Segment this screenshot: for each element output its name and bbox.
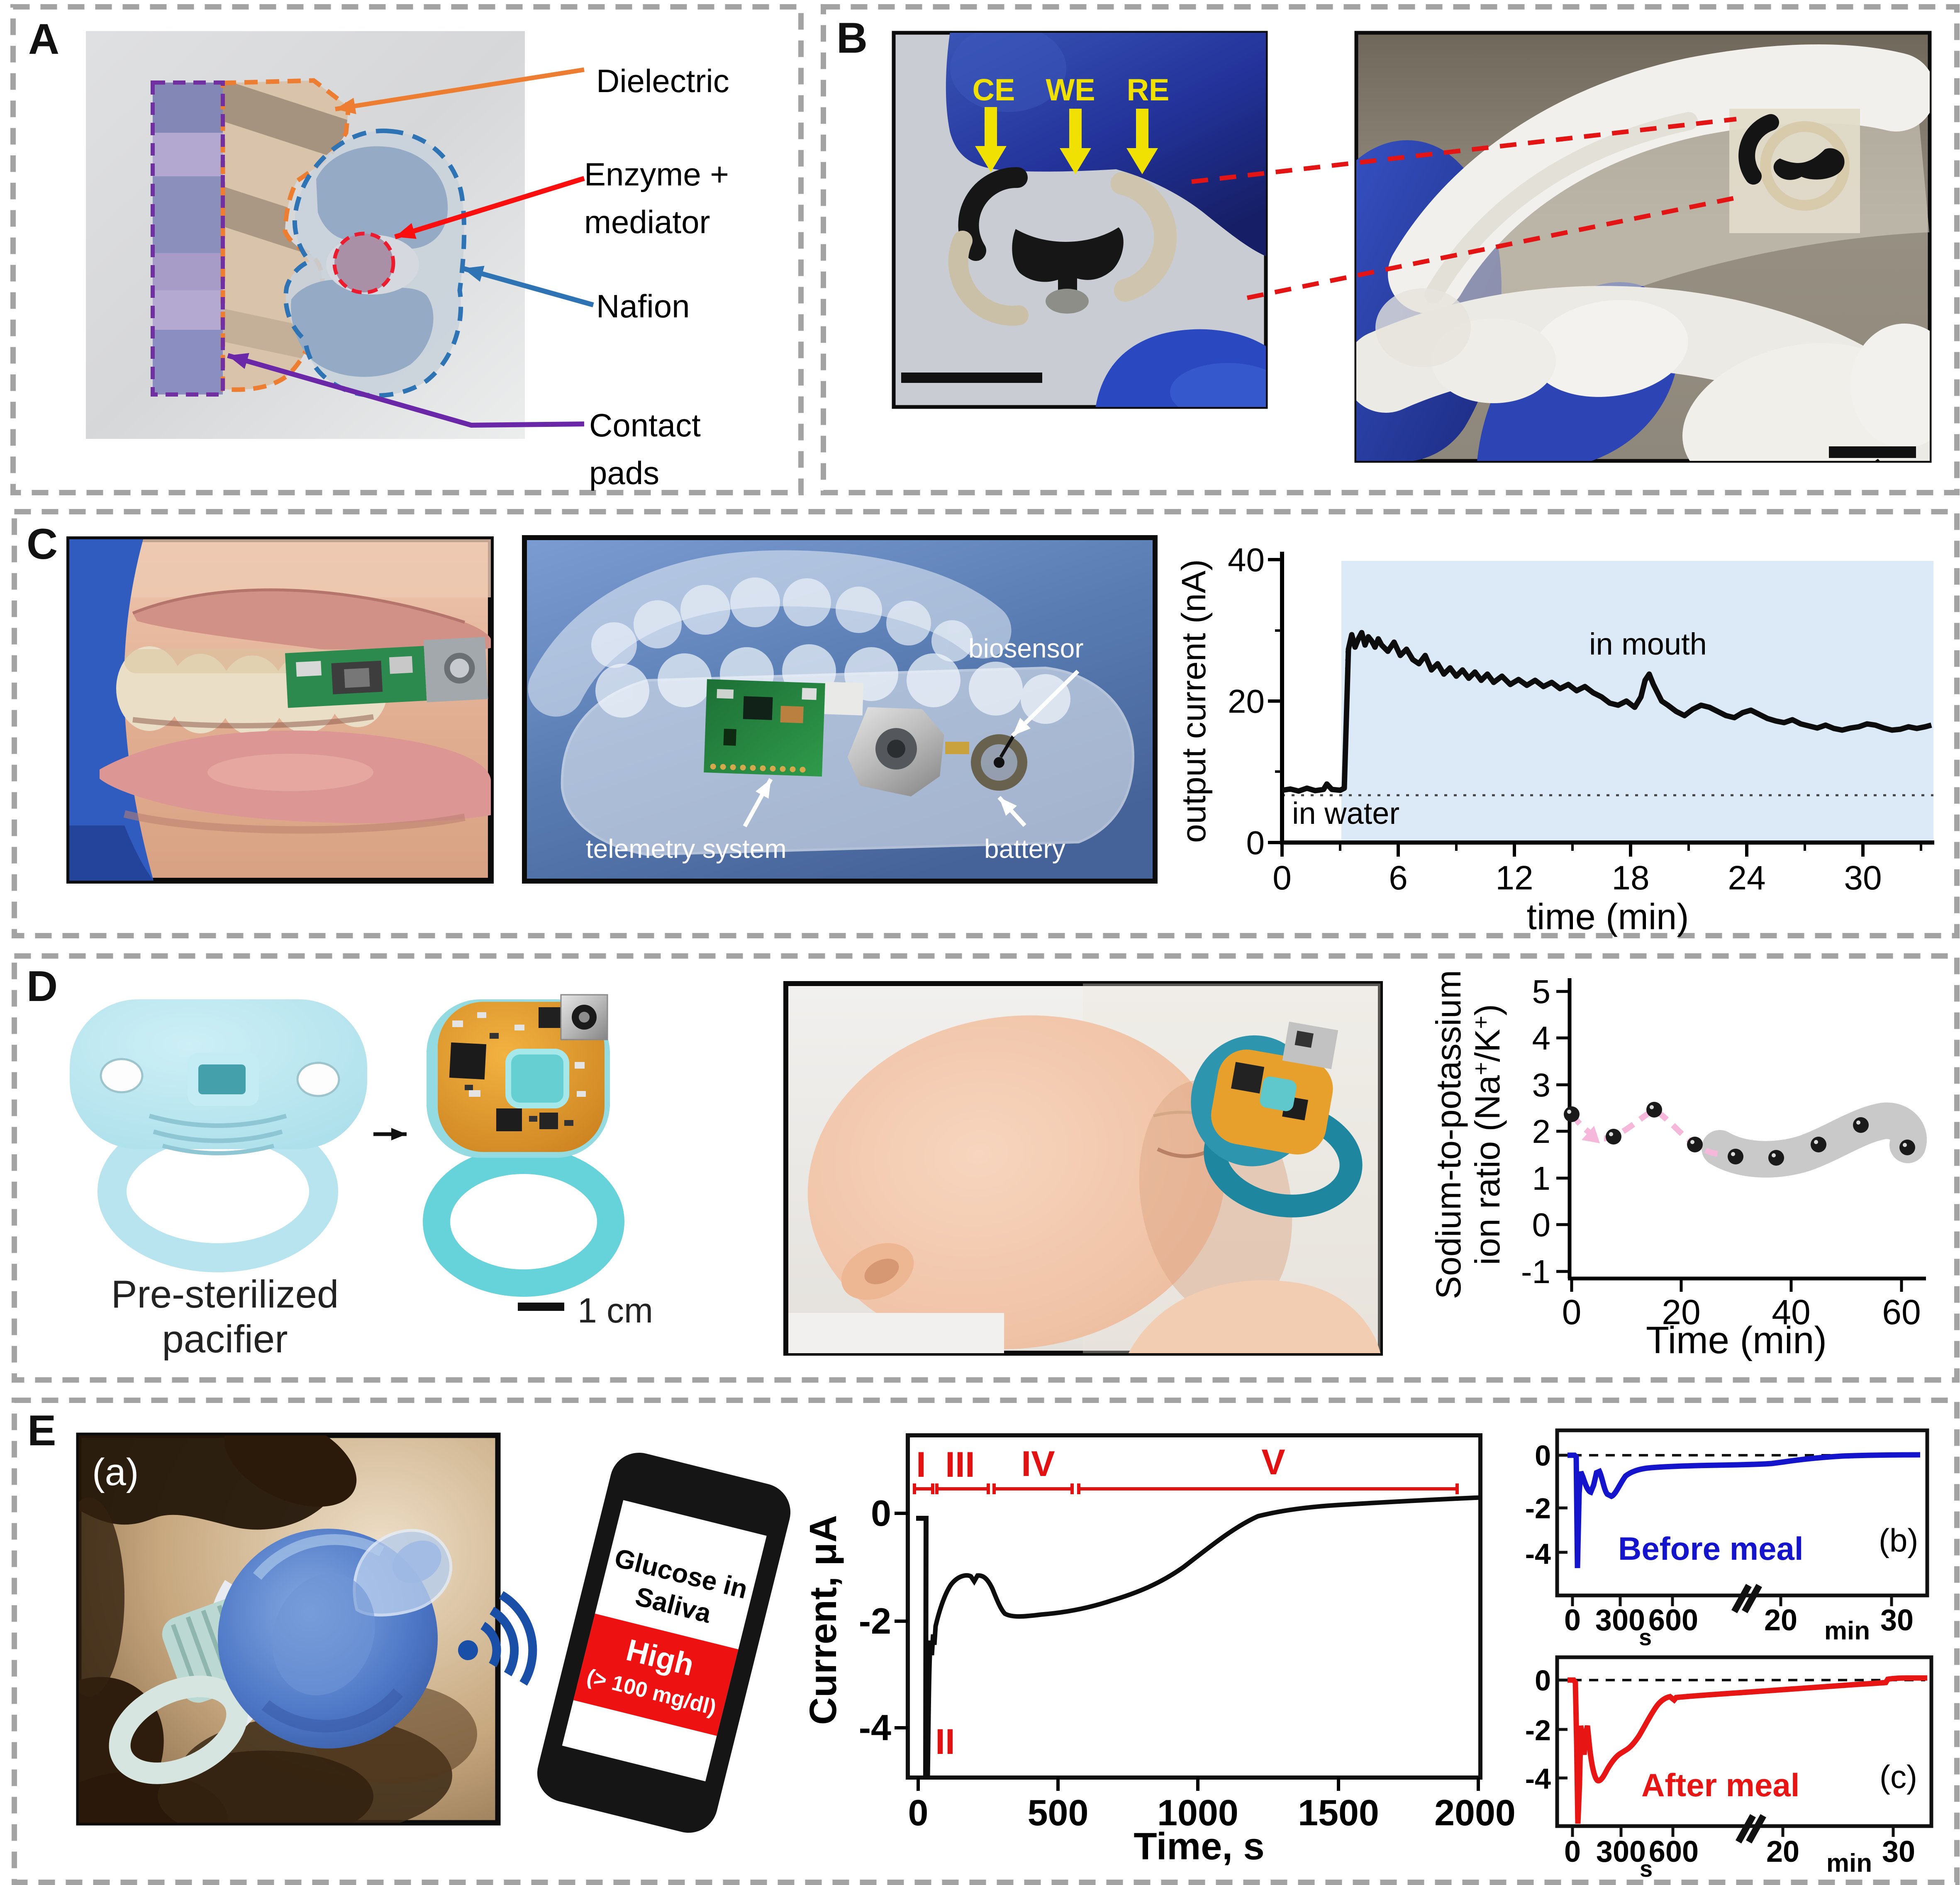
svg-text:600: 600 [1649,1835,1699,1868]
svg-text:in mouth: in mouth [1589,627,1707,661]
svg-text:CE: CE [973,73,1015,107]
svg-text:0: 0 [908,1792,929,1833]
svg-text:-2: -2 [859,1600,891,1641]
svg-text:0: 0 [1535,1664,1551,1697]
svg-text:pads: pads [589,455,659,491]
svg-text:RE: RE [1127,73,1170,107]
svg-text:5: 5 [1532,973,1551,1010]
svg-text:Enzyme +: Enzyme + [584,156,729,192]
svg-text:0: 0 [1273,859,1292,897]
svg-text:min: min [1824,1617,1870,1645]
svg-text:in water: in water [1292,796,1399,830]
svg-text:Time (min): Time (min) [1646,1319,1827,1361]
svg-text:40: 40 [1772,1293,1810,1332]
svg-text:III: III [945,1445,975,1485]
svg-text:1000: 1000 [1157,1792,1238,1833]
svg-text:A: A [28,15,59,63]
svg-text:30: 30 [1882,1835,1915,1868]
svg-text:(c): (c) [1880,1758,1917,1795]
svg-text:pacifier: pacifier [162,1317,288,1361]
svg-text:ion ratio (Na+/K+): ion ratio (Na+/K+) [1468,1004,1507,1265]
svg-text:time (min): time (min) [1526,896,1689,937]
svg-text:300: 300 [1596,1835,1646,1868]
svg-text:Before meal: Before meal [1618,1530,1804,1567]
svg-text:output current (nA): output current (nA) [1175,559,1213,843]
svg-text:-2: -2 [1525,1714,1551,1746]
svg-text:(b): (b) [1879,1522,1918,1559]
svg-text:40: 40 [1228,541,1265,578]
svg-text:After meal: After meal [1641,1767,1799,1803]
svg-text:Pre-sterilized: Pre-sterilized [111,1272,339,1316]
svg-text:12: 12 [1495,859,1533,897]
svg-text:3: 3 [1532,1067,1551,1103]
svg-text:s: s [1639,1624,1652,1650]
svg-text:-4: -4 [1525,1763,1551,1795]
svg-text:s: s [1640,1856,1653,1882]
svg-text:C: C [27,520,58,568]
svg-text:II: II [935,1722,955,1762]
svg-text:IV: IV [1021,1444,1055,1484]
svg-text:20: 20 [1228,683,1265,720]
svg-text:20: 20 [1662,1293,1700,1332]
svg-text:D: D [27,962,58,1011]
svg-text:Current, μA: Current, μA [802,1515,844,1725]
svg-text:0: 0 [1562,1293,1582,1332]
svg-text:-4: -4 [1525,1538,1551,1570]
svg-text:B: B [836,14,868,62]
svg-text:Contact: Contact [589,407,701,443]
svg-text:Dielectric: Dielectric [596,63,729,99]
svg-text:4: 4 [1532,1020,1551,1057]
svg-text:Sodium-to-potassium: Sodium-to-potassium [1429,970,1468,1299]
svg-text:24: 24 [1728,859,1765,897]
svg-text:WE: WE [1046,73,1095,107]
svg-text:battery: battery [984,834,1065,864]
svg-text:500: 500 [1028,1792,1089,1833]
svg-text:E: E [27,1407,56,1455]
svg-text:mediator: mediator [584,204,710,240]
svg-text:min: min [1826,1849,1872,1878]
svg-text:telemetry system: telemetry system [586,834,787,864]
svg-text:20: 20 [1764,1604,1797,1637]
svg-text:0: 0 [871,1493,891,1534]
svg-text:-2: -2 [1525,1492,1551,1525]
svg-text:18: 18 [1611,859,1649,897]
svg-text:0: 0 [1564,1835,1581,1868]
svg-text:2000: 2000 [1434,1792,1516,1833]
svg-text:0: 0 [1564,1604,1581,1637]
svg-text:V: V [1261,1442,1285,1482]
svg-text:0: 0 [1532,1206,1551,1243]
svg-text:1 cm: 1 cm [578,1291,653,1330]
svg-text:1500: 1500 [1298,1792,1379,1833]
svg-text:30: 30 [1844,859,1882,897]
svg-text:0: 0 [1535,1439,1551,1472]
svg-text:2: 2 [1532,1113,1551,1150]
svg-text:0: 0 [1246,824,1265,861]
svg-text:30: 30 [1880,1604,1914,1637]
svg-text:300: 300 [1595,1604,1645,1637]
svg-text:6: 6 [1389,859,1408,897]
svg-text:(a): (a) [92,1451,139,1493]
svg-text:1: 1 [1532,1160,1551,1197]
svg-text:biosensor: biosensor [968,633,1084,663]
svg-text:60: 60 [1882,1293,1921,1332]
svg-text:20: 20 [1766,1835,1799,1868]
svg-text:I: I [916,1445,926,1485]
svg-text:600: 600 [1648,1604,1698,1637]
svg-text:-4: -4 [859,1707,891,1748]
svg-text:Time, s: Time, s [1134,1825,1264,1868]
svg-text:-1: -1 [1521,1253,1550,1290]
svg-text:Nafion: Nafion [596,288,690,324]
